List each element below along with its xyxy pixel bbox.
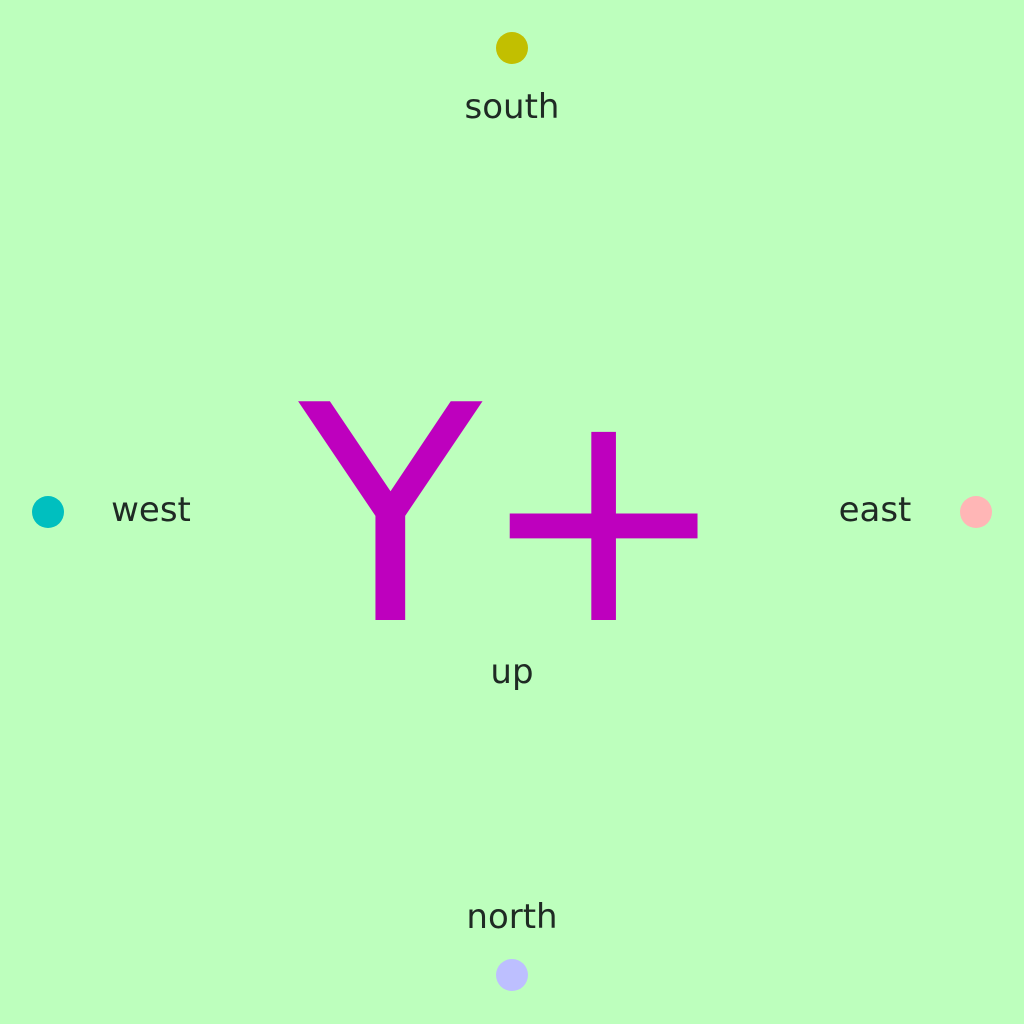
north-dot-icon — [496, 959, 528, 991]
north-label: north — [466, 897, 558, 937]
south-label: south — [464, 87, 560, 127]
east-label: east — [838, 490, 912, 530]
east-dot-icon — [960, 496, 992, 528]
center-symbol: Y+ — [298, 342, 730, 691]
west-dot-icon — [32, 496, 64, 528]
center-label: up — [490, 652, 534, 692]
west-label: west — [111, 490, 191, 530]
south-dot-icon — [496, 32, 528, 64]
